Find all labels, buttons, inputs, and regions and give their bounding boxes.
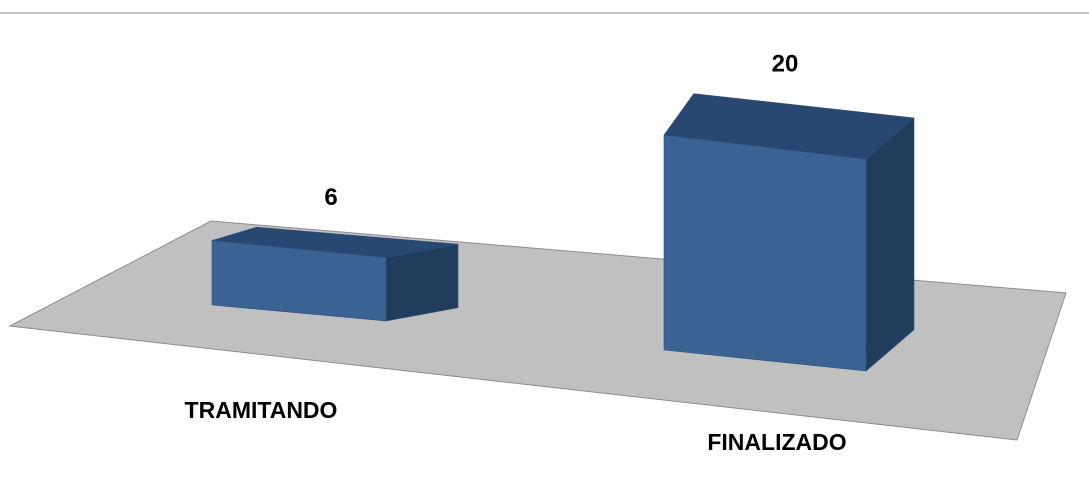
bars-layer xyxy=(211,93,915,372)
bar-front-face xyxy=(663,134,867,372)
category-label-finalizado: FINALIZADO xyxy=(707,429,846,455)
bar-tramitando xyxy=(211,226,459,322)
data-label-finalizado: 20 xyxy=(772,51,799,78)
data-label-tramitando: 6 xyxy=(324,184,337,211)
bar-side-face xyxy=(865,117,915,372)
labels-layer: 6 TRAMITANDO 20 FINALIZADO xyxy=(185,51,847,455)
bar-front-face xyxy=(211,240,387,322)
bar-finalizado xyxy=(663,93,915,372)
category-label-tramitando: TRAMITANDO xyxy=(185,397,338,423)
